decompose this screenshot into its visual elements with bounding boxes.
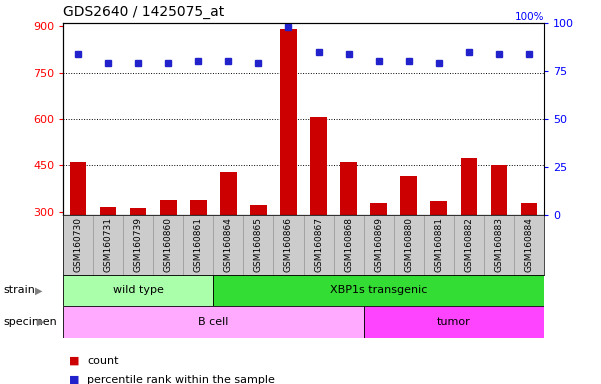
Bar (243, 215, 273, 275)
Text: GSM160867: GSM160867 (314, 217, 323, 272)
Text: count: count (87, 356, 118, 366)
Text: ■: ■ (69, 375, 79, 384)
Bar (340, 162, 357, 215)
Bar (93, 215, 123, 275)
Bar (310, 117, 327, 215)
Text: XBP1s transgenic: XBP1s transgenic (330, 285, 427, 295)
Bar (430, 201, 447, 215)
Bar (454, 215, 484, 275)
Bar (334, 215, 364, 275)
Bar (460, 158, 477, 215)
Text: B cell: B cell (198, 317, 228, 327)
Text: GDS2640 / 1425075_at: GDS2640 / 1425075_at (63, 5, 224, 19)
Text: GSM160730: GSM160730 (74, 217, 82, 272)
Bar (213, 215, 243, 275)
Bar (490, 166, 507, 215)
Bar (100, 207, 117, 215)
Text: GSM160866: GSM160866 (284, 217, 293, 272)
Text: tumor: tumor (437, 317, 471, 327)
Bar (130, 208, 147, 215)
Bar (63, 215, 93, 275)
Bar (153, 215, 183, 275)
Text: GSM160861: GSM160861 (194, 217, 203, 272)
Bar (273, 215, 304, 275)
Bar (424, 215, 454, 275)
Text: strain: strain (3, 285, 35, 295)
Text: GSM160865: GSM160865 (254, 217, 263, 272)
Text: wild type: wild type (113, 285, 163, 295)
Bar (123, 215, 153, 275)
Bar (63, 275, 213, 306)
Bar (400, 176, 417, 215)
Bar (364, 306, 544, 338)
Bar (70, 162, 87, 215)
Bar (394, 215, 424, 275)
Bar (250, 205, 267, 215)
Text: percentile rank within the sample: percentile rank within the sample (87, 375, 275, 384)
Text: GSM160881: GSM160881 (435, 217, 443, 272)
Text: 100%: 100% (514, 12, 544, 22)
Text: specimen: specimen (3, 317, 56, 327)
Bar (160, 200, 177, 215)
Bar (63, 306, 364, 338)
Text: GSM160864: GSM160864 (224, 217, 233, 272)
Text: GSM160884: GSM160884 (525, 217, 533, 272)
Text: GSM160739: GSM160739 (134, 217, 142, 272)
Bar (190, 200, 207, 215)
Text: GSM160883: GSM160883 (495, 217, 503, 272)
Bar (280, 29, 297, 215)
Text: GSM160868: GSM160868 (344, 217, 353, 272)
Text: GSM160880: GSM160880 (404, 217, 413, 272)
Bar (304, 215, 334, 275)
Text: ■: ■ (69, 356, 79, 366)
Text: GSM160731: GSM160731 (104, 217, 112, 272)
Bar (370, 203, 387, 215)
Text: ▶: ▶ (37, 317, 44, 327)
Bar (514, 215, 544, 275)
Bar (484, 215, 514, 275)
Text: GSM160869: GSM160869 (374, 217, 383, 272)
Text: GSM160860: GSM160860 (164, 217, 172, 272)
Text: ▶: ▶ (35, 285, 42, 295)
Bar (220, 172, 237, 215)
Text: GSM160882: GSM160882 (465, 217, 473, 272)
Bar (520, 203, 537, 215)
Bar (364, 215, 394, 275)
Bar (183, 215, 213, 275)
Bar (213, 275, 544, 306)
